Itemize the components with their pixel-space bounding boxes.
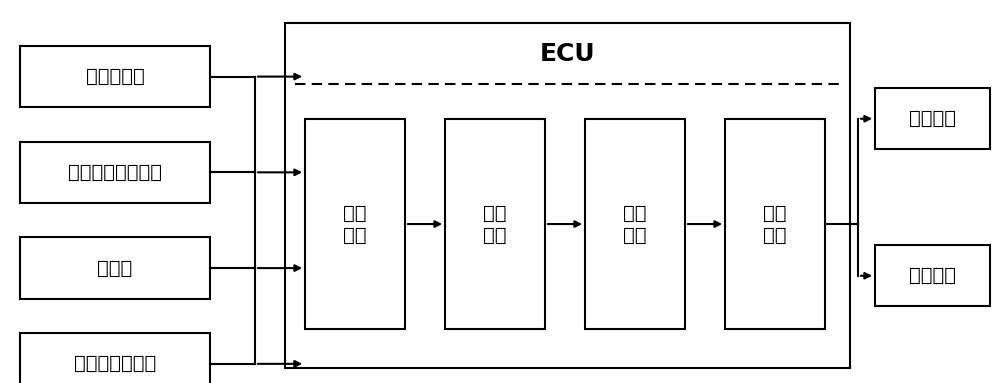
Bar xyxy=(445,119,545,329)
Bar xyxy=(585,119,685,329)
Text: 信号
收集: 信号 收集 xyxy=(343,203,367,245)
Bar xyxy=(725,119,825,329)
Bar xyxy=(20,46,210,107)
Bar xyxy=(285,23,850,368)
Text: 制动系统: 制动系统 xyxy=(909,266,956,285)
Text: 轮速传感器: 轮速传感器 xyxy=(86,67,144,86)
Bar xyxy=(20,237,210,299)
Text: 力矩
分配: 力矩 分配 xyxy=(763,203,787,245)
Bar xyxy=(305,119,405,329)
Text: 方向盘转角传感器: 方向盘转角传感器 xyxy=(68,163,162,182)
Bar xyxy=(875,88,990,149)
Text: 计算
增益: 计算 增益 xyxy=(623,203,647,245)
Text: 陀螺仪: 陀螺仪 xyxy=(97,259,133,278)
Bar xyxy=(20,333,210,383)
Text: 转向系统: 转向系统 xyxy=(909,109,956,128)
Bar xyxy=(20,142,210,203)
Text: 建立
模型: 建立 模型 xyxy=(483,203,507,245)
Bar xyxy=(875,245,990,306)
Text: ECU: ECU xyxy=(540,42,595,65)
Text: 状态参数估计器: 状态参数估计器 xyxy=(74,354,156,373)
